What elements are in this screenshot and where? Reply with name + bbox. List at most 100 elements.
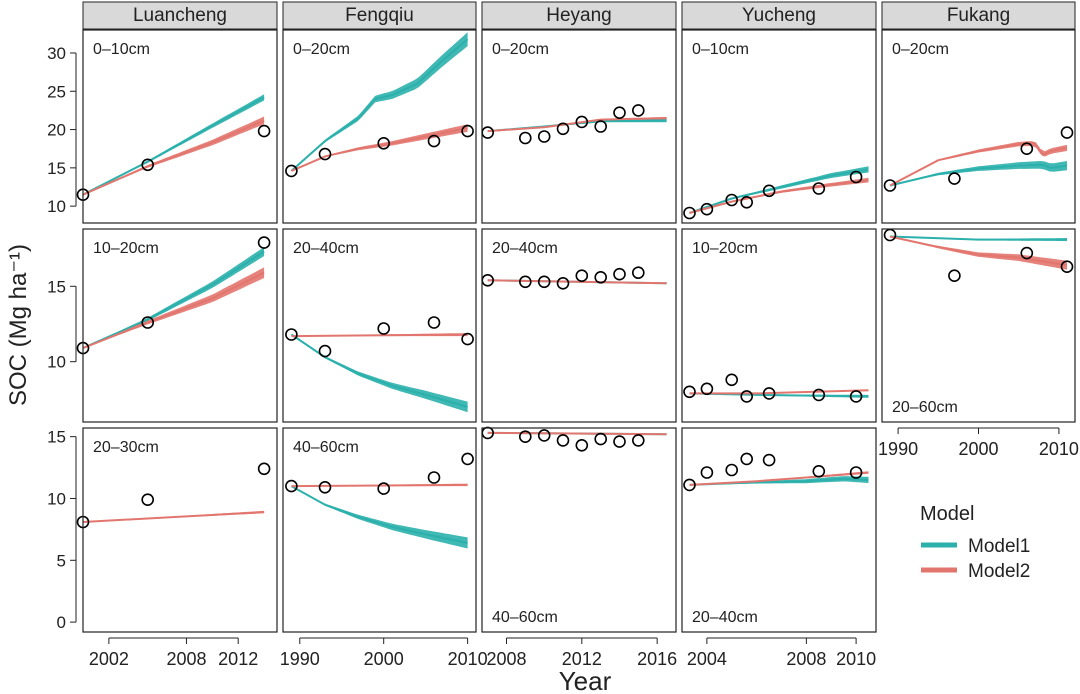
- depth-label: 0–20cm: [293, 41, 350, 58]
- x-tick-label: 2008: [166, 649, 206, 669]
- observed-point: [461, 124, 474, 138]
- model2-line: [82, 119, 265, 196]
- observed-point: [537, 275, 551, 289]
- observed-point: [812, 464, 826, 478]
- model2-line: [82, 271, 265, 350]
- observed-point: [948, 172, 961, 185]
- observed-point: [518, 275, 532, 289]
- observed-point: [594, 270, 608, 284]
- legend-label-model1: Model1: [968, 536, 1030, 557]
- observed-point: [762, 387, 776, 400]
- observed-point: [1020, 142, 1034, 155]
- y-tick-label: 20: [47, 121, 66, 140]
- observed-point: [594, 120, 608, 133]
- observed-point: [556, 434, 570, 447]
- panel-heyang-0-20cm: 0–20cm: [481, 29, 677, 224]
- y-tick-label: 10: [47, 197, 66, 216]
- x-tick-label: 2008: [486, 649, 526, 669]
- observed-point: [683, 478, 696, 492]
- panel-fengqiu-20-40cm: 20–40cm: [282, 228, 477, 423]
- x-tick-label: 2012: [562, 649, 602, 669]
- model2-line: [487, 117, 667, 133]
- facet-strip-heyang: [481, 1, 677, 30]
- observed-point: [518, 430, 532, 444]
- facet-strip-fukang: [881, 1, 1076, 30]
- panel-border: [681, 427, 877, 633]
- observed-point: [762, 184, 776, 198]
- depth-label: 20–60cm: [892, 399, 958, 416]
- panel-yucheng-10-20cm: 10–20cm: [681, 228, 877, 423]
- observed-point: [141, 493, 154, 507]
- observed-point: [318, 147, 332, 161]
- observed-point: [461, 452, 474, 466]
- depth-label: 20–40cm: [692, 609, 758, 626]
- y-tick-label: 15: [47, 277, 66, 296]
- panel-fukang-0-20cm: 0–20cm: [881, 29, 1076, 224]
- observed-point: [481, 126, 495, 139]
- observed-point: [556, 276, 570, 290]
- x-tick-label: 2002: [89, 649, 129, 669]
- legend: Model Model1 Model2: [920, 503, 1030, 582]
- observed-point: [631, 434, 645, 447]
- panel-fengqiu-0-20cm: 0–20cm: [282, 29, 477, 224]
- observed-point: [427, 316, 441, 329]
- panel-border: [881, 29, 1076, 224]
- observed-point: [683, 385, 696, 399]
- x-tick-label: 2004: [687, 649, 727, 669]
- x-tick-label: 2000: [364, 649, 404, 669]
- y-tick-label: 15: [47, 428, 66, 447]
- model2-line: [689, 389, 869, 395]
- model1-line: [689, 168, 869, 214]
- depth-label: 20–40cm: [293, 240, 359, 257]
- observed-point: [700, 382, 714, 396]
- observed-point: [377, 137, 391, 150]
- observed-point: [725, 373, 739, 387]
- observed-point: [762, 453, 776, 467]
- observed-point: [849, 390, 863, 403]
- model1-band: [291, 334, 468, 413]
- panel-border: [481, 228, 677, 423]
- model2-line: [291, 333, 468, 338]
- y-tick-label: 0: [57, 613, 66, 632]
- depth-label: 40–60cm: [293, 439, 359, 456]
- x-tick-label: 2016: [637, 649, 677, 669]
- observed-point: [948, 269, 961, 283]
- model2-line: [889, 235, 1068, 267]
- panel-border: [282, 29, 477, 224]
- panel-border: [282, 427, 477, 633]
- observed-point: [631, 104, 645, 117]
- observed-point: [725, 463, 739, 477]
- observed-point: [318, 480, 332, 494]
- x-tick-label: 2010: [1039, 439, 1079, 459]
- observed-point: [377, 482, 391, 495]
- facet-label-luancheng: Luancheng: [133, 5, 227, 26]
- observed-point: [613, 267, 626, 281]
- model1-line: [82, 96, 265, 196]
- x-axis-title: Year: [559, 666, 612, 694]
- y-tick-label: 25: [47, 82, 66, 101]
- panel-luancheng-20-30cm: 20–30cm: [76, 427, 278, 633]
- facet-label-yucheng: Yucheng: [742, 5, 816, 26]
- panel-luancheng-0-10cm: 0–10cm: [76, 29, 278, 224]
- x-tick-label: 2012: [218, 649, 258, 669]
- panel-border: [481, 427, 677, 633]
- panel-fengqiu-40-60cm: 40–60cm: [282, 427, 477, 633]
- facet-strip-yucheng: [681, 1, 877, 30]
- observed-point: [285, 164, 298, 178]
- panel-luancheng-10-20cm: 10–20cm: [76, 228, 278, 423]
- x-tick-label: 2010: [448, 649, 488, 669]
- model1-band: [83, 247, 265, 349]
- x-tick-label: 2010: [836, 649, 876, 669]
- depth-label: 0–10cm: [692, 41, 749, 58]
- model1-band: [291, 486, 468, 549]
- facet-label-fukang: Fukang: [947, 5, 1010, 26]
- panel-heyang-40-60cm: 40–60cm: [481, 426, 677, 633]
- y-tick-label: 15: [47, 159, 66, 178]
- model1-line: [82, 250, 265, 350]
- depth-label: 0–20cm: [892, 41, 949, 58]
- observed-point: [725, 193, 739, 207]
- observed-point: [740, 196, 754, 209]
- observed-point: [537, 429, 551, 442]
- model1-line: [290, 485, 468, 544]
